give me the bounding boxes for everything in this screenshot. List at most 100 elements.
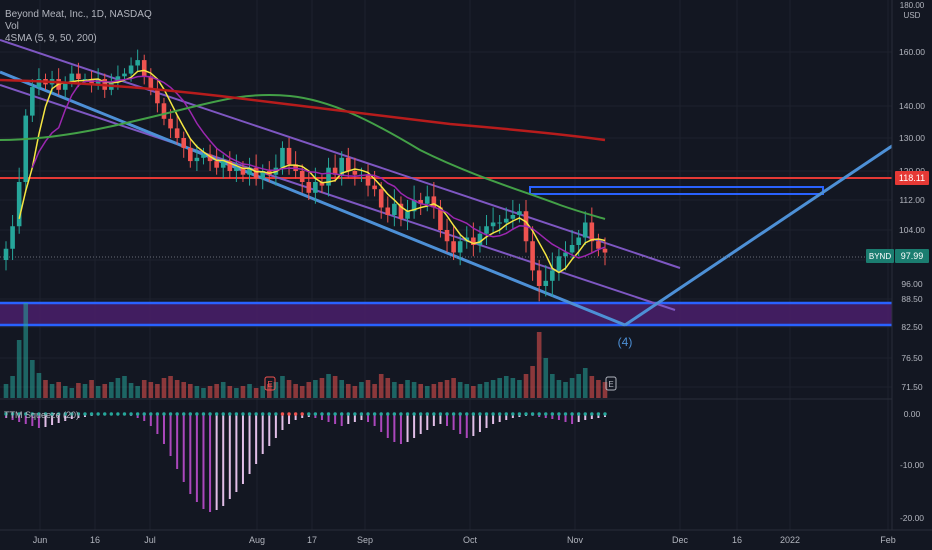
squeeze-bar: [511, 414, 514, 418]
squeeze-bar: [195, 414, 198, 502]
candle-body: [484, 226, 489, 234]
squeeze-bar: [235, 414, 238, 492]
last-price-text: 97.99: [901, 251, 924, 261]
volume-bar: [345, 384, 351, 398]
volume-bar: [168, 376, 173, 398]
squeeze-bar: [571, 414, 574, 424]
volume-bar: [431, 384, 437, 398]
squeeze-dot: [372, 412, 377, 416]
candle-body: [464, 237, 470, 242]
candle-body: [181, 138, 187, 148]
squeeze-dot: [418, 412, 423, 416]
squeeze-bar: [340, 414, 343, 426]
volume-bar: [181, 382, 187, 398]
earnings-marker-text: E: [267, 380, 272, 389]
volume-bar: [484, 382, 489, 398]
squeeze-bar: [241, 414, 244, 484]
volume-bar: [464, 384, 470, 398]
volume-bar: [471, 386, 476, 398]
candle-body: [418, 200, 423, 204]
vol-indicator-label: Vol: [5, 21, 19, 32]
candle-body: [576, 237, 581, 245]
volume-bar: [30, 360, 35, 398]
candle-body: [569, 245, 575, 253]
squeeze-dot: [228, 412, 232, 416]
candle-body: [530, 241, 535, 271]
squeeze-dot: [221, 412, 225, 416]
time-axis-tick: 17: [307, 535, 317, 545]
squeeze-bar: [577, 414, 580, 422]
candle-body: [385, 207, 391, 215]
candle-body: [345, 157, 351, 171]
candle-body: [201, 154, 206, 158]
candle-body: [69, 73, 75, 82]
candle-body: [582, 222, 588, 238]
earnings-marker-box: [605, 376, 617, 391]
candle-body: [155, 89, 160, 104]
candle-body: [332, 167, 338, 175]
volume-bar: [155, 384, 160, 398]
squeeze-dot: [103, 412, 107, 416]
squeeze-dot: [392, 412, 397, 416]
candle-body: [398, 203, 404, 219]
candle-body: [550, 270, 555, 281]
volume-bar: [36, 373, 42, 398]
squeeze-dot: [563, 412, 568, 416]
candle-body: [352, 171, 358, 175]
squeeze-dot: [201, 412, 206, 416]
volume-bar: [76, 383, 81, 398]
candle-body: [503, 218, 509, 223]
volume-bar: [62, 386, 68, 398]
candle-body: [168, 118, 173, 129]
channel-lower-line: [0, 84, 676, 311]
squeeze-bar: [228, 414, 231, 499]
squeeze-bar: [31, 414, 34, 426]
price-axis-tick: 96.00: [901, 279, 923, 289]
squeeze-dot: [320, 412, 324, 416]
candle-body: [174, 128, 180, 138]
squeeze-bar: [406, 414, 409, 442]
squeeze-bar: [169, 414, 172, 456]
squeeze-dot: [30, 412, 35, 416]
squeeze-dot: [4, 412, 8, 416]
time-axis-tick: Oct: [463, 535, 478, 545]
squeeze-dot: [56, 412, 61, 416]
candle-body: [76, 73, 81, 79]
squeeze-bar: [367, 414, 370, 422]
ticker-tag-text: BYND: [869, 252, 891, 261]
volume-bar: [260, 386, 266, 398]
squeeze-dot: [37, 412, 41, 416]
volume-bar: [411, 382, 417, 398]
volume-bar: [405, 380, 410, 398]
squeeze-bar: [18, 414, 21, 422]
squeeze-dot: [333, 412, 337, 416]
volume-bar: [497, 378, 502, 398]
squeeze-dot: [300, 412, 304, 416]
squeeze-bar: [24, 414, 27, 424]
squeeze-dot: [504, 412, 508, 416]
volume-bar: [293, 384, 298, 398]
candle-body: [253, 167, 259, 179]
price-axis-tick: 140.00: [899, 101, 925, 111]
squeeze-dot: [511, 412, 515, 416]
resistance-box: [529, 186, 824, 195]
volume-bar: [3, 384, 9, 398]
squeeze-dot: [425, 412, 429, 416]
squeeze-dot: [175, 412, 179, 416]
candle-body: [543, 280, 549, 286]
squeeze-bar: [70, 414, 73, 419]
volume-bar: [385, 378, 391, 398]
squeeze-dot: [478, 412, 482, 416]
squeeze-bar: [564, 414, 567, 422]
squeeze-bar: [202, 414, 205, 509]
volume-bar: [365, 380, 371, 398]
volume-bar: [227, 386, 233, 398]
volume-bar: [392, 382, 397, 398]
squeeze-bar: [51, 414, 54, 425]
squeeze-dot: [234, 412, 239, 416]
squeeze-bar: [584, 414, 587, 420]
squeeze-axis-tick: -20.00: [900, 513, 924, 523]
earnings-marker-text: E: [608, 380, 613, 389]
